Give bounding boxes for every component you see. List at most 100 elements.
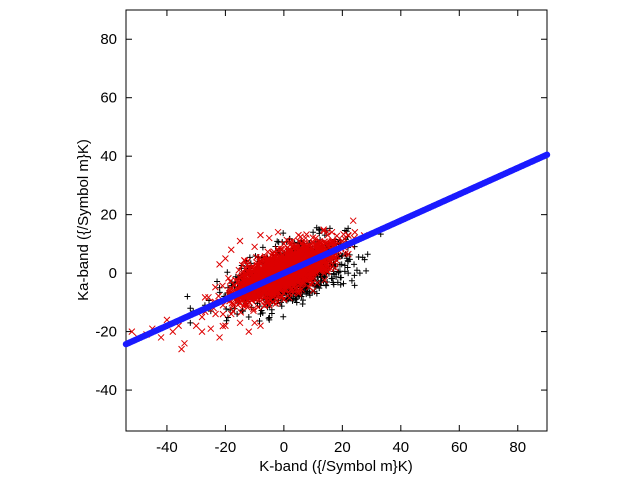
plot-frame bbox=[125, 9, 548, 432]
data-point-plus bbox=[355, 253, 362, 260]
data-point-x bbox=[211, 283, 219, 291]
data-point-x bbox=[287, 256, 295, 263]
data-point-plus bbox=[245, 313, 252, 320]
data-point-plus bbox=[280, 313, 287, 320]
x-tick-label: 0 bbox=[280, 439, 288, 456]
data-point-x bbox=[232, 276, 239, 284]
data-point-x bbox=[302, 234, 309, 242]
data-point-plus bbox=[266, 316, 273, 323]
data-point-plus bbox=[223, 317, 230, 324]
data-point-plus bbox=[341, 268, 348, 275]
data-point-x bbox=[242, 269, 250, 277]
data-point-x bbox=[222, 322, 229, 330]
x-tick-label: 20 bbox=[334, 439, 351, 456]
data-point-x bbox=[128, 328, 136, 335]
data-point-x bbox=[265, 234, 273, 242]
data-point-plus bbox=[338, 274, 345, 281]
data-point-plus bbox=[321, 232, 328, 239]
data-point-plus bbox=[323, 282, 330, 289]
data-point-plus bbox=[274, 238, 281, 245]
data-point-x bbox=[301, 247, 309, 255]
data-point-x bbox=[296, 252, 304, 259]
data-point-plus bbox=[239, 308, 246, 315]
data-point-x bbox=[215, 292, 222, 300]
data-point-x bbox=[216, 334, 223, 341]
data-point-x bbox=[333, 232, 341, 240]
data-point-plus bbox=[224, 269, 231, 276]
y-tick-label: -20 bbox=[95, 324, 117, 341]
data-point-x bbox=[289, 281, 296, 288]
y-tick-label: 80 bbox=[100, 31, 117, 48]
data-point-x bbox=[277, 254, 285, 262]
fit-point bbox=[543, 151, 551, 158]
x-tick-label: -40 bbox=[156, 439, 178, 456]
data-point-x bbox=[264, 248, 272, 256]
data-point-plus bbox=[351, 282, 358, 289]
data-point-plus bbox=[310, 229, 317, 236]
data-point-x bbox=[256, 293, 263, 301]
data-point-x bbox=[279, 252, 286, 259]
data-point-x bbox=[238, 261, 246, 269]
data-point-plus bbox=[333, 273, 340, 280]
data-point-x bbox=[316, 239, 324, 247]
data-point-x bbox=[283, 236, 291, 244]
data-point-x bbox=[272, 266, 279, 274]
data-point-x bbox=[181, 339, 188, 347]
data-point-x bbox=[316, 237, 324, 245]
data-point-x bbox=[212, 310, 219, 318]
data-point-plus bbox=[315, 226, 322, 233]
y-tick-label: -40 bbox=[95, 382, 117, 399]
data-point-x bbox=[245, 328, 253, 335]
data-point-plus bbox=[345, 225, 352, 232]
data-point-plus bbox=[330, 281, 337, 288]
data-point-plus bbox=[345, 258, 352, 265]
data-point-x bbox=[272, 300, 280, 307]
data-point-x bbox=[280, 296, 288, 303]
data-point-x bbox=[244, 303, 251, 311]
data-point-x bbox=[298, 286, 306, 293]
data-point-x bbox=[227, 310, 235, 318]
data-point-x bbox=[324, 231, 332, 239]
data-point-x bbox=[274, 228, 282, 236]
data-point-plus bbox=[316, 227, 323, 234]
x-tick-label: 40 bbox=[392, 439, 409, 456]
data-point-plus bbox=[187, 319, 194, 326]
data-point-x bbox=[328, 228, 336, 236]
data-point-x bbox=[253, 292, 261, 300]
data-point-plus bbox=[351, 261, 358, 268]
data-point-x bbox=[250, 307, 257, 315]
data-point-plus bbox=[353, 267, 360, 274]
data-point-x bbox=[243, 301, 251, 308]
data-point-x bbox=[219, 310, 227, 318]
data-point-x bbox=[342, 250, 349, 258]
data-point-x bbox=[229, 307, 237, 315]
data-point-x bbox=[270, 252, 278, 259]
data-point-x bbox=[225, 274, 232, 282]
data-point-plus bbox=[341, 262, 348, 269]
data-point-plus bbox=[280, 230, 287, 237]
data-point-x bbox=[254, 303, 262, 311]
data-point-plus bbox=[224, 314, 231, 321]
data-point-plus bbox=[293, 295, 300, 302]
data-point-x bbox=[246, 295, 253, 302]
data-point-plus bbox=[223, 306, 230, 313]
data-point-x bbox=[236, 319, 244, 327]
data-point-x bbox=[286, 294, 293, 302]
data-point-x bbox=[277, 264, 285, 272]
data-point-x bbox=[257, 231, 264, 239]
data-point-x bbox=[201, 294, 209, 301]
data-point-x bbox=[236, 237, 244, 245]
data-point-x bbox=[309, 287, 317, 295]
data-point-x bbox=[265, 301, 273, 309]
data-point-plus bbox=[351, 272, 358, 279]
data-point-x bbox=[278, 279, 286, 287]
data-point-x bbox=[316, 267, 323, 275]
data-point-x bbox=[333, 257, 340, 264]
data-point-x bbox=[261, 259, 268, 267]
data-point-plus bbox=[313, 290, 320, 297]
data-point-x bbox=[295, 290, 302, 297]
data-point-x bbox=[259, 291, 267, 299]
data-point-x bbox=[272, 252, 279, 259]
data-point-x bbox=[198, 313, 206, 321]
data-point-x bbox=[286, 252, 294, 260]
